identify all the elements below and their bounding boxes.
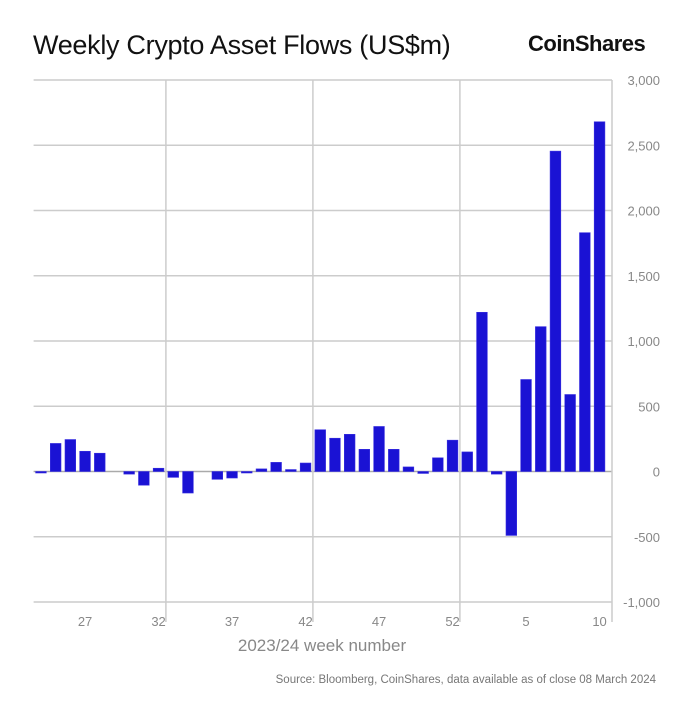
bar-week-52 bbox=[446, 439, 459, 472]
bar-week-40 bbox=[270, 462, 282, 472]
bar-week-27 bbox=[79, 450, 91, 472]
bar-week-2 bbox=[476, 311, 488, 472]
y-tick-label: 1,000 bbox=[627, 334, 660, 349]
bar-week-26 bbox=[64, 439, 76, 472]
y-tick-label: 0 bbox=[653, 465, 660, 480]
bar-week-30 bbox=[123, 471, 135, 475]
bar-week-25 bbox=[49, 443, 62, 472]
y-tick-label: 3,000 bbox=[627, 73, 660, 88]
x-tick-label: 42 bbox=[298, 614, 312, 629]
x-tick-label: 37 bbox=[225, 614, 239, 629]
bar-week-8 bbox=[564, 394, 576, 472]
bar-week-10 bbox=[593, 121, 606, 472]
bar-week-28 bbox=[94, 452, 106, 472]
x-tick-label: 27 bbox=[78, 614, 92, 629]
bar-week-51 bbox=[432, 457, 444, 472]
bar-week-38 bbox=[241, 471, 253, 474]
source-note: Source: Bloomberg, CoinShares, data avai… bbox=[275, 674, 656, 686]
bar-week-34 bbox=[182, 471, 194, 494]
y-tick-label: -500 bbox=[634, 530, 660, 545]
bar-week-7 bbox=[549, 150, 562, 472]
bar-week-3 bbox=[490, 471, 503, 475]
y-tick-label: 2,500 bbox=[627, 138, 660, 153]
x-tick-label: 10 bbox=[592, 614, 606, 629]
bar-week-4 bbox=[505, 471, 517, 536]
bar-week-39 bbox=[255, 468, 268, 472]
bar-week-47 bbox=[373, 426, 385, 472]
bar-week-44 bbox=[329, 437, 341, 472]
bar-week-49 bbox=[402, 466, 415, 472]
chart-title: Weekly Crypto Asset Flows (US$m) bbox=[33, 30, 451, 60]
y-tick-label: 2,000 bbox=[627, 204, 660, 219]
y-tick-label: 500 bbox=[638, 399, 660, 414]
bar-week-43 bbox=[314, 429, 326, 472]
bar-week-1 bbox=[461, 451, 473, 472]
bar-week-24 bbox=[35, 471, 47, 474]
bar-week-9 bbox=[579, 232, 591, 472]
x-tick-label: 47 bbox=[372, 614, 386, 629]
bar-week-50 bbox=[417, 471, 429, 474]
bar-week-48 bbox=[388, 449, 400, 472]
bar-week-5 bbox=[520, 379, 532, 472]
bar-week-6 bbox=[535, 326, 547, 472]
x-tick-label: 52 bbox=[445, 614, 459, 629]
bar-week-33 bbox=[167, 471, 179, 478]
bar-week-32 bbox=[152, 467, 165, 472]
bar-week-36 bbox=[211, 471, 223, 480]
x-tick-label: 32 bbox=[151, 614, 165, 629]
bar-week-31 bbox=[138, 471, 150, 486]
bar-week-42 bbox=[299, 462, 312, 472]
y-tick-label: 1,500 bbox=[627, 269, 660, 284]
bar-week-45 bbox=[343, 434, 356, 472]
y-tick-label: -1,000 bbox=[623, 595, 660, 610]
x-axis-label: 2023/24 week number bbox=[238, 636, 407, 655]
coinshares-logo: CoinShares bbox=[528, 31, 646, 56]
bar-week-41 bbox=[285, 469, 297, 472]
bar-week-46 bbox=[358, 449, 370, 472]
x-tick-label: 5 bbox=[522, 614, 529, 629]
bar-week-37 bbox=[226, 471, 238, 479]
